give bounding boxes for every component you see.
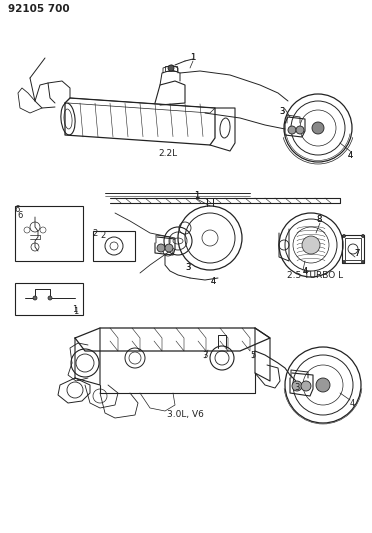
Circle shape bbox=[165, 244, 173, 252]
Text: 2: 2 bbox=[100, 230, 106, 239]
Text: 8: 8 bbox=[316, 215, 322, 224]
Bar bbox=[342, 235, 364, 263]
Bar bbox=[165, 66, 177, 71]
Circle shape bbox=[157, 244, 165, 252]
Text: 3: 3 bbox=[294, 384, 300, 392]
Text: 4: 4 bbox=[211, 277, 216, 286]
Text: 1: 1 bbox=[73, 305, 78, 314]
Circle shape bbox=[168, 65, 174, 71]
Text: 8: 8 bbox=[316, 215, 322, 224]
Text: 7: 7 bbox=[354, 249, 360, 259]
Circle shape bbox=[48, 296, 52, 300]
Bar bbox=[345, 238, 361, 260]
Circle shape bbox=[312, 122, 324, 134]
Circle shape bbox=[343, 261, 346, 263]
Text: 4: 4 bbox=[347, 150, 353, 159]
Text: 2.5 TURBO L: 2.5 TURBO L bbox=[287, 271, 343, 279]
Circle shape bbox=[292, 381, 302, 391]
Bar bbox=[15, 206, 83, 261]
Bar bbox=[15, 283, 83, 315]
Circle shape bbox=[316, 378, 330, 392]
Text: 1: 1 bbox=[190, 52, 196, 61]
Text: 6: 6 bbox=[17, 211, 23, 220]
Text: 4: 4 bbox=[349, 399, 355, 408]
Text: 3: 3 bbox=[202, 351, 208, 359]
Text: 4: 4 bbox=[302, 266, 308, 276]
Circle shape bbox=[288, 126, 296, 134]
Circle shape bbox=[362, 235, 365, 238]
Circle shape bbox=[296, 126, 304, 134]
Text: 1: 1 bbox=[195, 191, 200, 200]
Text: 4: 4 bbox=[211, 277, 216, 286]
Text: 1: 1 bbox=[73, 306, 78, 316]
Text: 7: 7 bbox=[354, 249, 360, 259]
Text: 3: 3 bbox=[185, 263, 191, 272]
Text: 3: 3 bbox=[279, 107, 285, 116]
Text: 3: 3 bbox=[279, 107, 285, 116]
Text: 1: 1 bbox=[190, 52, 196, 61]
Circle shape bbox=[343, 235, 346, 238]
Text: 2.2L: 2.2L bbox=[158, 149, 177, 157]
Text: 3.0L, V6: 3.0L, V6 bbox=[167, 410, 203, 419]
Circle shape bbox=[33, 296, 37, 300]
Bar bbox=[93, 231, 135, 261]
Text: 1: 1 bbox=[195, 191, 200, 200]
Text: 3: 3 bbox=[185, 263, 191, 272]
Text: 2: 2 bbox=[92, 230, 97, 238]
Text: 92105 700: 92105 700 bbox=[8, 4, 70, 14]
Circle shape bbox=[362, 261, 365, 263]
Text: 5: 5 bbox=[250, 351, 256, 359]
Circle shape bbox=[301, 381, 311, 391]
Text: 4: 4 bbox=[302, 266, 308, 276]
Circle shape bbox=[302, 236, 320, 254]
Text: 4: 4 bbox=[347, 150, 353, 159]
Text: 6: 6 bbox=[14, 206, 20, 214]
